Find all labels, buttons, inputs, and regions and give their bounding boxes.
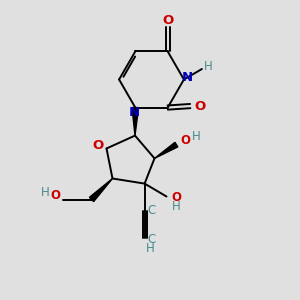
Text: O: O	[50, 189, 61, 203]
Text: H: H	[146, 242, 154, 255]
Text: O: O	[194, 100, 206, 112]
Polygon shape	[154, 142, 178, 158]
Text: O: O	[92, 139, 104, 152]
Polygon shape	[89, 178, 112, 202]
Text: H: H	[204, 59, 213, 73]
Text: C: C	[147, 204, 155, 217]
Text: O: O	[171, 190, 181, 204]
Text: H: H	[191, 130, 200, 143]
Text: O: O	[162, 14, 173, 27]
Polygon shape	[132, 107, 139, 136]
Text: H: H	[172, 200, 181, 213]
Text: N: N	[128, 106, 140, 119]
Text: O: O	[180, 134, 190, 148]
Text: C: C	[147, 232, 155, 246]
Text: H: H	[40, 186, 50, 200]
Text: N: N	[182, 70, 193, 84]
